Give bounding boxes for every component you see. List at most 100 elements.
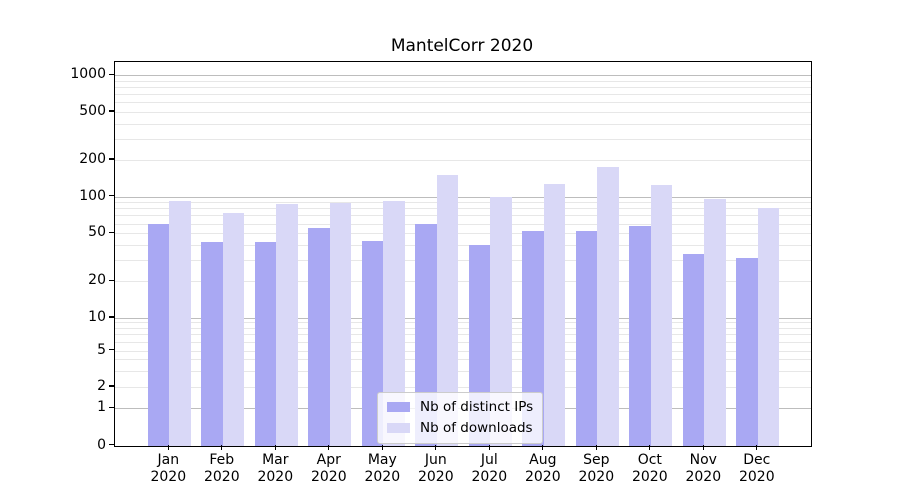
- gridline-minor: [114, 233, 811, 235]
- bar-downloads-mar: [276, 204, 298, 446]
- y-tick-label: 200: [79, 151, 106, 168]
- gridline-minor: [114, 215, 811, 217]
- x-tick-label: Dec 2020: [738, 451, 775, 485]
- gridline-minor: [114, 359, 811, 361]
- x-tick-label: Oct 2020: [631, 451, 668, 485]
- gridline-major: [114, 196, 811, 198]
- gridline-minor: [114, 350, 811, 352]
- bar-downloads-jul: [490, 196, 512, 446]
- y-tick: [108, 110, 114, 112]
- y-tick-label: 2: [97, 378, 106, 394]
- gridline-minor: [114, 80, 811, 82]
- x-tick: [702, 444, 704, 450]
- gridline-minor: [114, 387, 811, 388]
- gridline-minor: [114, 138, 811, 140]
- bar-ips-jun: [415, 224, 437, 446]
- legend-swatch-distinct-ips: [387, 402, 410, 412]
- gridline-major: [114, 318, 811, 319]
- gridline-minor: [114, 223, 811, 225]
- gridline-minor: [114, 87, 811, 89]
- plot-area: [113, 61, 812, 447]
- legend: Nb of distinct IPs Nb of downloads: [377, 392, 544, 444]
- x-tick: [167, 444, 169, 450]
- y-tick: [108, 279, 114, 282]
- legend-label-downloads: Nb of downloads: [420, 420, 533, 436]
- gridline-minor: [114, 123, 811, 125]
- gridline-minor: [114, 202, 811, 204]
- x-tick-label: Jan 2020: [150, 451, 187, 485]
- bar-ips-mar: [254, 242, 277, 446]
- x-tick-label: Apr 2020: [310, 451, 347, 485]
- gridline-minor: [114, 370, 811, 372]
- bar-ips-sep: [575, 231, 598, 446]
- x-tick: [595, 444, 597, 450]
- y-tick: [108, 231, 114, 233]
- bar-downloads-may: [383, 200, 405, 446]
- gridline-minor: [114, 260, 811, 262]
- bar-downloads-nov: [704, 198, 726, 446]
- gridline-minor: [114, 281, 811, 283]
- gridline-minor: [114, 102, 811, 104]
- y-tick-label: 0: [97, 436, 106, 453]
- y-tick: [108, 195, 114, 197]
- bar-downloads-jan: [169, 200, 191, 446]
- gridline-minor: [114, 244, 811, 246]
- y-tick: [108, 444, 114, 446]
- legend-item-downloads: Nb of downloads: [387, 420, 533, 436]
- y-tick-label: 10: [88, 309, 106, 325]
- x-tick: [435, 444, 437, 450]
- x-tick-label: May 2020: [364, 451, 401, 485]
- y-tick-label: 1: [97, 399, 106, 416]
- y-tick-label: 50: [88, 224, 106, 241]
- x-tick-label: Aug 2020: [524, 451, 561, 485]
- x-tick: [274, 444, 276, 450]
- x-tick-label: Mar 2020: [257, 451, 294, 485]
- y-tick-label: 100: [79, 187, 106, 204]
- chart-title: MantelCorr 2020: [390, 36, 534, 56]
- x-tick: [328, 444, 330, 450]
- x-tick-label: Nov 2020: [685, 451, 722, 485]
- x-tick: [488, 444, 490, 450]
- bar-ips-apr: [308, 228, 330, 446]
- gridline-minor: [114, 94, 811, 96]
- gridline-minor: [114, 327, 811, 329]
- x-tick-label: Jun 2020: [417, 451, 454, 485]
- bar-ips-nov: [682, 253, 705, 446]
- y-tick-label: 1000: [70, 66, 106, 83]
- x-tick: [649, 444, 651, 450]
- y-tick: [108, 316, 114, 318]
- bar-downloads-apr: [329, 203, 352, 446]
- y-tick: [108, 73, 114, 76]
- y-tick: [108, 406, 114, 408]
- x-tick: [756, 444, 758, 450]
- x-tick: [381, 444, 383, 450]
- bar-downloads-oct: [650, 184, 673, 446]
- x-tick: [221, 444, 223, 450]
- bar-downloads-aug: [543, 184, 566, 446]
- bar-downloads-feb: [222, 213, 245, 446]
- bar-downloads-dec: [757, 208, 780, 446]
- y-tick: [108, 385, 114, 387]
- gridline-major: [114, 75, 811, 77]
- x-tick-label: Sep 2020: [578, 451, 615, 485]
- bar-ips-oct: [629, 226, 651, 446]
- y-tick-label: 20: [88, 272, 106, 289]
- gridline-minor: [114, 334, 811, 336]
- gridline-minor: [114, 160, 811, 162]
- y-tick: [108, 158, 114, 160]
- y-tick: [108, 348, 114, 351]
- bar-ips-feb: [201, 242, 223, 446]
- gridline-minor: [114, 322, 811, 324]
- x-tick-label: Feb 2020: [203, 451, 240, 485]
- bar-downloads-jun: [436, 174, 459, 446]
- x-tick-label: Jul 2020: [471, 451, 508, 485]
- x-tick: [542, 444, 544, 450]
- y-tick-label: 5: [97, 341, 106, 358]
- gridline-minor: [114, 341, 811, 343]
- gridline-minor: [114, 111, 811, 113]
- bar-downloads-sep: [597, 166, 619, 446]
- gridline-minor: [114, 208, 811, 210]
- bar-ips-jan: [147, 224, 170, 446]
- bar-ips-dec: [736, 258, 758, 446]
